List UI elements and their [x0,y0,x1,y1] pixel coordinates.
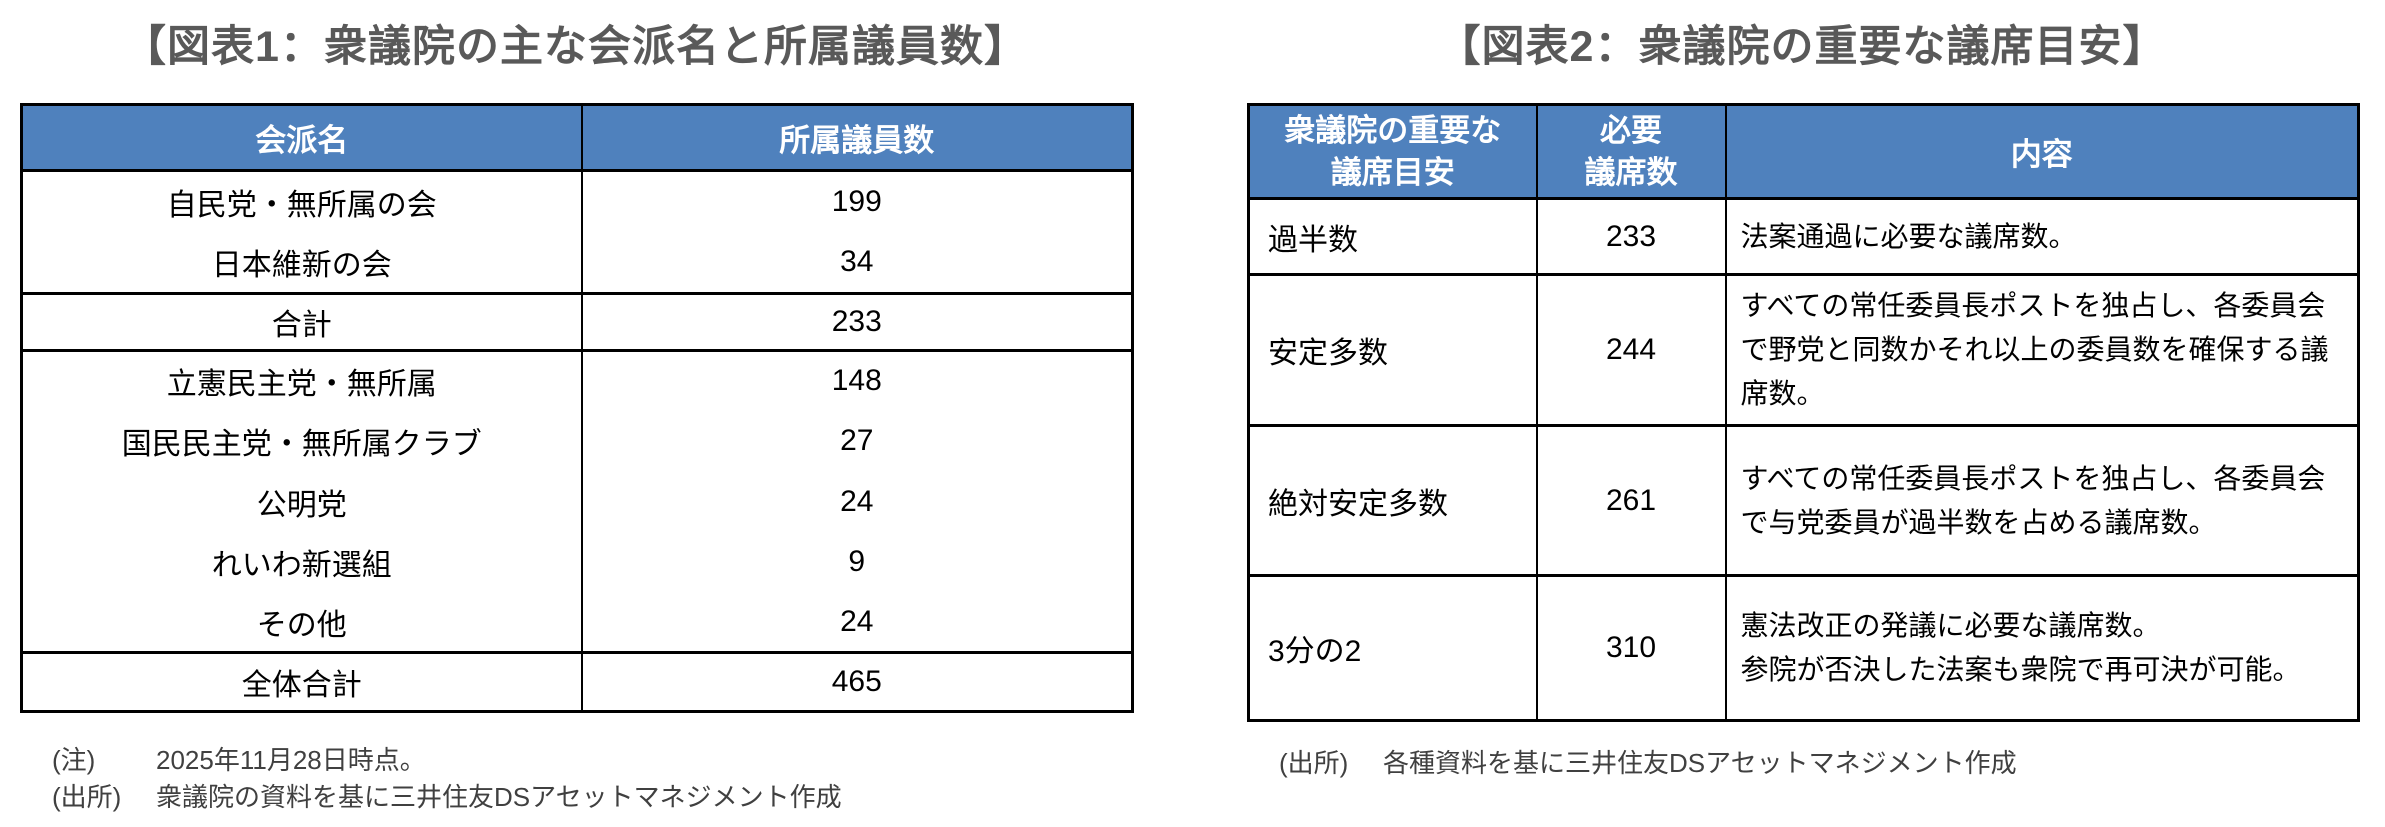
figure1-title: 【図表1：衆議院の主な会派名と所属議員数】 [123,23,1028,71]
table-row: 国民民主党・無所属クラブ 27 [22,410,1133,472]
member-count-cell: 24 [580,471,1133,532]
description-cell: すべての常任委員長ポストを独占し、各委員会で与党委員が過半数を占める議席数。 [1724,425,2359,576]
table-row: その他 24 [21,592,1133,653]
threshold-name-cell: 3分の2 [1268,635,1362,668]
required-seats-cell: 233 [1535,198,1726,275]
member-count-cell: 24 [580,592,1133,653]
faction-name-cell: 立憲民主党・無所属 [166,368,437,402]
required-seats-cell: 244 [1535,274,1726,426]
member-count-cell: 27 [580,410,1133,472]
table-row: 公明党 24 [22,471,1133,532]
table-row: 自民党・無所属の会 199 [22,170,1133,232]
figure2-header-seats: 必要 議席数 [1535,104,1726,199]
member-count-cell: 233 [580,293,1133,351]
figure1-notes: (注) 2025年11月28日時点。 (出所) 衆議院の資料を基に三井住友DSア… [52,742,842,816]
member-count-cell: 199 [580,170,1133,232]
figure2-notes: (出所) 各種資料を基に三井住友DSアセットマネジメント作成 [1279,745,2017,782]
required-seats-cell: 310 [1535,575,1726,721]
table-row-grand-total: 全体合計 465 [22,652,1133,712]
threshold-name-cell: 絶対安定多数 [1268,487,1448,521]
table-row: 3分の2 310 憲法改正の発議に必要な議席数。 参院が否決した法案も衆院で再可… [1249,575,2359,721]
member-count-cell: 465 [580,652,1133,712]
faction-name-cell: 日本維新の会 [211,248,392,282]
description-cell: すべての常任委員長ポストを独占し、各委員会で野党と同数かそれ以上の委員数を確保す… [1724,274,2359,426]
note-label: (出所) [52,782,122,812]
figure1-header-count: 所属議員数 [580,104,1133,171]
faction-name-cell: 全体合計 [241,669,362,702]
member-count-cell: 34 [580,231,1133,294]
table-row: 立憲民主党・無所属 148 [22,350,1133,411]
threshold-name-cell: 安定多数 [1268,337,1388,370]
table-row: れいわ新選組 9 [22,531,1133,593]
note-label: (注) [52,745,96,775]
figure2-title: 【図表2：衆議院の重要な議席目安】 [1437,23,2167,71]
figure1-table: 会派名 所属議員数 自民党・無所属の会 199 日本維新の会 34 合計 233… [20,103,1134,713]
faction-name-cell: 国民民主党・無所属クラブ [121,428,482,461]
note-text: 2025年11月28日時点。 [156,745,426,775]
note-text: 各種資料を基に三井住友DSアセットマネジメント作成 [1383,748,2017,778]
note-text: 衆議院の資料を基に三井住友DSアセットマネジメント作成 [156,782,842,812]
faction-name-cell: 自民党・無所属の会 [166,188,437,222]
table-row-subtotal: 合計 233 [21,293,1133,351]
faction-name-cell: 合計 [271,309,332,342]
table-row: 絶対安定多数 261 すべての常任委員長ポストを独占し、各委員会で与党委員が過半… [1248,425,2359,576]
figure2-header-content: 内容 [1724,104,2359,199]
table-row: 日本維新の会 34 [21,231,1133,294]
member-count-cell: 148 [580,350,1133,411]
note-line: (出所) 各種資料を基に三井住友DSアセットマネジメント作成 [1279,745,2017,782]
description-cell: 法案通過に必要な議席数。 [1724,198,2359,275]
faction-name-cell: 公明党 [256,488,347,522]
note-label: (出所) [1279,748,1349,778]
threshold-name-cell: 過半数 [1268,223,1358,257]
table-row: 過半数 233 法案通過に必要な議席数。 [1248,198,2359,275]
figure2-table: 衆議院の重要な 議席目安 必要 議席数 内容 過半数 233 法案通過に必要な議… [1247,103,2360,722]
figure2-header-threshold: 衆議院の重要な 議席目安 [1248,104,1537,199]
faction-name-cell: その他 [256,608,347,642]
description-cell: 憲法改正の発議に必要な議席数。 参院が否決した法案も衆院で再可決が可能。 [1724,575,2359,721]
note-line: (出所) 衆議院の資料を基に三井住友DSアセットマネジメント作成 [52,779,842,816]
member-count-cell: 9 [580,531,1133,593]
faction-name-cell: れいわ新選組 [211,549,392,582]
figure2-header-row: 衆議院の重要な 議席目安 必要 議席数 内容 [1248,104,2359,199]
figure1-header-row: 会派名 所属議員数 [21,104,1133,171]
figure1-header-faction: 会派名 [21,104,582,171]
required-seats-cell: 261 [1535,425,1726,576]
table-row: 安定多数 244 すべての常任委員長ポストを独占し、各委員会で野党と同数かそれ以… [1248,274,2359,426]
note-line: (注) 2025年11月28日時点。 [52,742,842,779]
